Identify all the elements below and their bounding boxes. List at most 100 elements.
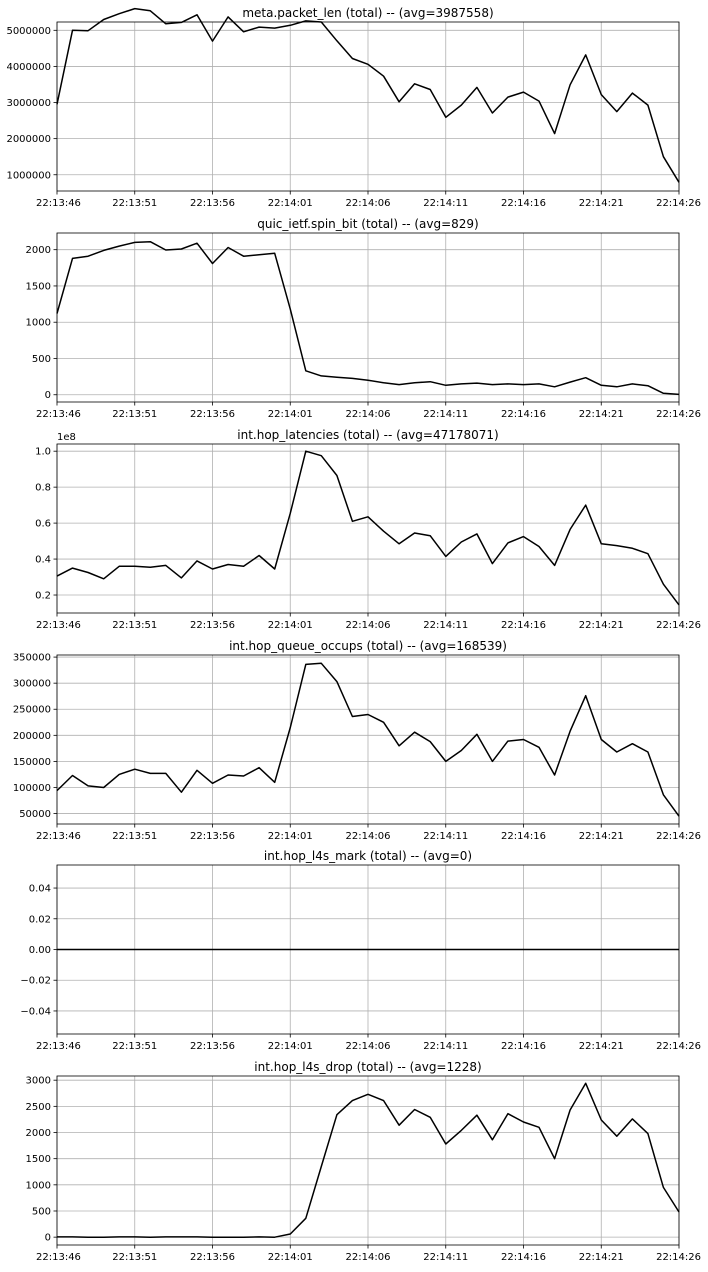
x-tick-label: 22:14:06 (346, 198, 391, 209)
y-tick-label: 0.8 (35, 483, 51, 494)
x-tick-label: 22:13:46 (36, 409, 81, 420)
series-line (57, 1082, 680, 1238)
y-tick-label: 0.2 (35, 591, 51, 602)
series-line (56, 240, 680, 396)
x-tick-label: 22:13:51 (112, 831, 157, 842)
x-tick-label: 22:13:51 (112, 1252, 157, 1263)
x-tick-label: 22:13:51 (112, 198, 157, 209)
x-tick-label: 22:14:16 (501, 1041, 546, 1052)
x-tick-label: 22:14:01 (268, 1252, 313, 1263)
x-tick-label: 22:14:21 (579, 620, 624, 631)
x-tick-label: 22:14:16 (501, 831, 546, 842)
x-tick-label: 22:13:51 (112, 1041, 157, 1052)
y-tick-label: 1.0 (35, 447, 51, 458)
y-tick-label: 250000 (13, 705, 51, 716)
chart-panel-6: 22:13:46 22:13:51 22:13:56 22:14:01 22:14:06… (26, 1060, 701, 1263)
y-tick-label: 150000 (13, 757, 51, 768)
y-tick-label: −0.04 (20, 1006, 51, 1017)
plot-frame (56, 443, 680, 614)
x-tick-label: 22:14:06 (346, 409, 391, 420)
x-tick-label: 22:14:21 (579, 409, 624, 420)
x-tick-label: 22:13:51 (112, 409, 157, 420)
y-tick-label: −0.02 (20, 976, 51, 987)
x-tick-label: 22:14:21 (579, 198, 624, 209)
x-tick-label: 22:14:21 (579, 1041, 624, 1052)
y-tick-label: 4000000 (6, 62, 51, 73)
plot-frame (56, 1075, 680, 1246)
x-tick-label: 22:14:26 (656, 620, 701, 631)
y-tick-label: 2000 (26, 245, 51, 256)
x-tick-label: 22:14:11 (423, 1252, 468, 1263)
x-tick-label: 22:13:46 (36, 1252, 81, 1263)
y-tick-label: 300000 (13, 679, 51, 690)
series-line (56, 662, 680, 817)
chart-panel-1: 22:13:46 22:13:51 22:13:56 22:14:01 22:14:06… (6, 6, 701, 209)
x-tick-label: 22:13:56 (190, 198, 235, 209)
x-tick-label: 22:14:01 (268, 198, 313, 209)
y-tick-label: 1000 (26, 318, 51, 329)
x-tick-label: 22:14:21 (579, 831, 624, 842)
x-tick-label: 22:13:56 (190, 1041, 235, 1052)
chart-title: int.hop_queue_occups (total) -- (avg=168… (229, 639, 507, 653)
x-tick-label: 22:14:01 (268, 831, 313, 842)
x-tick-label: 22:14:26 (656, 409, 701, 420)
x-tick-label: 22:14:16 (501, 198, 546, 209)
plot-frame (56, 232, 680, 403)
y-tick-label: 2000000 (6, 134, 51, 145)
y-tick-label: 2500 (26, 1102, 51, 1113)
y-tick-label: 100000 (13, 783, 51, 794)
y-tick-label: 200000 (13, 731, 51, 742)
y-tick-label: 3000 (26, 1076, 51, 1087)
y-tick-label: 1500 (26, 1154, 51, 1165)
y-tick-label: 5000000 (6, 26, 51, 37)
y-tick-label: 0.00 (29, 945, 51, 956)
plot-frame (56, 654, 680, 825)
chart-title: int.hop_l4s_drop (total) -- (avg=1228) (254, 1060, 481, 1074)
y-tick-label: 1000000 (6, 170, 51, 181)
y-tick-label: 0.02 (29, 914, 51, 925)
x-tick-label: 22:14:26 (656, 1252, 701, 1263)
chart-title: int.hop_l4s_mark (total) -- (avg=0) (264, 849, 472, 863)
x-tick-label: 22:14:26 (656, 831, 701, 842)
y-tick-label: 3000000 (6, 98, 51, 109)
series-line (56, 450, 680, 606)
x-tick-label: 22:14:11 (423, 1041, 468, 1052)
x-tick-label: 22:14:16 (501, 620, 546, 631)
y-tick-label: 1500 (26, 281, 51, 292)
x-tick-label: 22:13:56 (190, 620, 235, 631)
y-offset-label: 1e8 (57, 432, 76, 443)
x-tick-label: 22:14:11 (423, 831, 468, 842)
y-tick-label: 0.4 (35, 555, 51, 566)
y-tick-label: 500 (32, 1206, 51, 1217)
x-tick-label: 22:14:21 (579, 1252, 624, 1263)
x-tick-label: 22:14:06 (346, 831, 391, 842)
chart-panel-5: 22:13:46 22:13:51 22:13:56 22:14:01 22:14:06… (20, 849, 701, 1052)
x-tick-label: 22:13:46 (36, 198, 81, 209)
x-tick-label: 22:14:06 (346, 1252, 391, 1263)
x-tick-label: 22:13:56 (190, 831, 235, 842)
y-tick-label: 0 (45, 390, 51, 401)
y-tick-label: 0.6 (35, 519, 51, 530)
y-tick-label: 50000 (19, 809, 51, 820)
chart-panel-2: 22:13:46 22:13:51 22:13:56 22:14:01 22:14:06… (26, 217, 701, 420)
chart-title: quic_ietf.spin_bit (total) -- (avg=829) (257, 217, 479, 231)
y-tick-label: 1000 (26, 1180, 51, 1191)
y-tick-label: 2000 (26, 1128, 51, 1139)
x-tick-label: 22:13:46 (36, 831, 81, 842)
x-tick-label: 22:14:11 (423, 620, 468, 631)
x-tick-label: 22:13:46 (36, 620, 81, 631)
x-tick-label: 22:14:01 (268, 620, 313, 631)
x-tick-label: 22:14:11 (423, 198, 468, 209)
x-tick-label: 22:14:26 (656, 1041, 701, 1052)
x-tick-label: 22:14:16 (501, 1252, 546, 1263)
y-tick-label: 0.04 (29, 884, 51, 895)
y-tick-label: 500 (32, 354, 51, 365)
x-tick-label: 22:13:56 (190, 1252, 235, 1263)
x-tick-label: 22:14:11 (423, 409, 468, 420)
y-tick-label: 0 (45, 1233, 51, 1244)
x-tick-label: 22:14:26 (656, 198, 701, 209)
x-tick-label: 22:14:16 (501, 409, 546, 420)
chart-panel-3: 22:13:46 22:13:51 22:13:56 22:14:01 22:14:06… (35, 428, 701, 631)
